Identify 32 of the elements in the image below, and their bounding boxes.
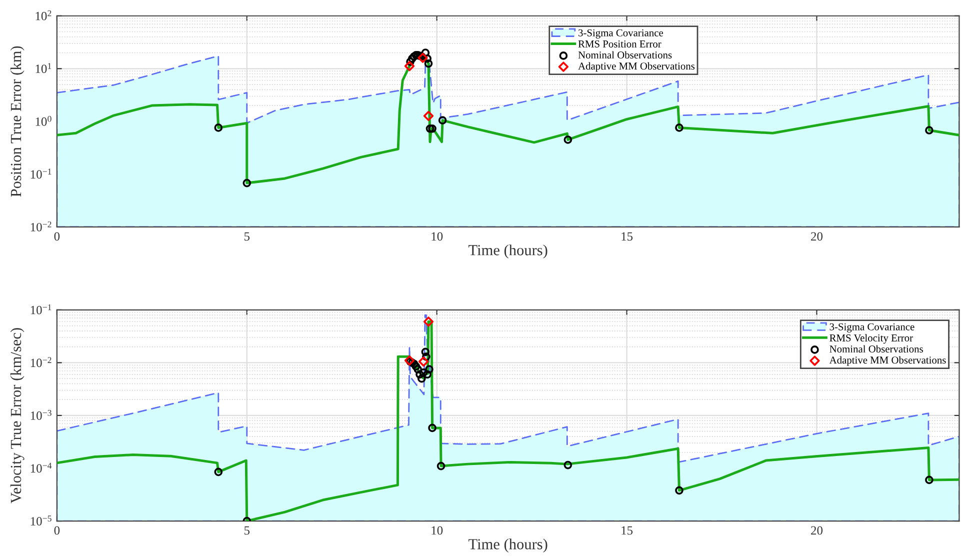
legend-label: RMS Position Error xyxy=(578,40,662,48)
x-tick-label: 20 xyxy=(811,526,823,535)
x-axis-title: Time (hours) xyxy=(468,538,548,552)
legend-label: Adaptive MM Observations xyxy=(829,356,946,366)
legend-label: RMS Velocity Error xyxy=(830,334,913,344)
x-tick-label: 0 xyxy=(54,232,60,241)
y-tick-label: 10$^{−1}$ xyxy=(30,168,52,179)
x-tick-label: 10 xyxy=(432,526,443,535)
y-tick-label: 10$^{2}$ xyxy=(36,10,52,20)
y-tick-label: 10$^{−2}$ xyxy=(30,221,52,232)
legend-label: 3-Sigma Covariance xyxy=(830,323,914,332)
x-tick-label: 15 xyxy=(622,232,633,241)
legend-label: Adaptive MM Observations xyxy=(578,62,695,72)
legend-label: 3-Sigma Covariance xyxy=(578,29,663,39)
x-tick-label: 10 xyxy=(432,232,443,241)
x-tick-label: 0 xyxy=(54,526,60,535)
x-tick-label: 5 xyxy=(244,232,250,241)
y-tick-label: 10$^{1}$ xyxy=(36,63,52,74)
y-tick-label: 10$^{−4}$ xyxy=(30,462,52,473)
y-tick-label: 10$^{−2}$ xyxy=(30,357,52,368)
y-tick-label: 10$^{0}$ xyxy=(36,116,52,126)
legend-label: Nominal Observations xyxy=(830,345,923,353)
y-axis-title: Position True Error (km) xyxy=(10,46,24,197)
x-tick-label: 5 xyxy=(244,526,250,535)
x-axis-title: Time (hours) xyxy=(468,244,548,258)
x-tick-label: 15 xyxy=(622,526,633,535)
y-tick-label: 10$^{−3}$ xyxy=(30,410,52,420)
y-tick-label: 10$^{−1}$ xyxy=(30,304,52,314)
y-axis-title: Velocity True Error (km/sec) xyxy=(10,328,24,504)
y-tick-label: 10$^{−5}$ xyxy=(30,516,52,526)
x-tick-label: 20 xyxy=(811,232,823,241)
legend-label: Nominal Observations xyxy=(578,51,672,59)
